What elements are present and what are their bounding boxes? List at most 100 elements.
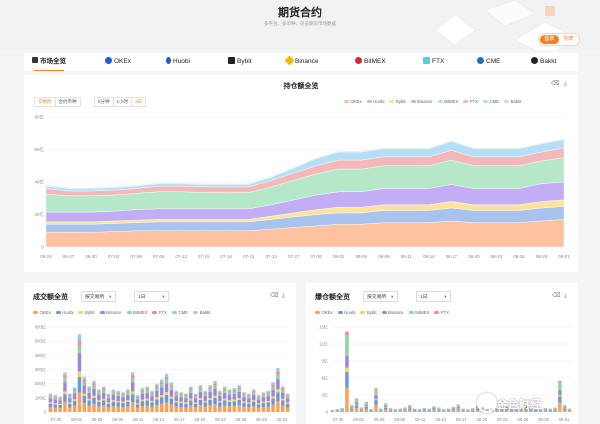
chart-view-button[interactable]: 图表 [540, 35, 559, 44]
bar-segment [247, 395, 251, 397]
open-interest-area-chart: 0 20亿 40亿 60亿 80亿 06-24 06-27 06-30 07-03 07-06 07… [34, 114, 570, 260]
legend-item[interactable]: BitMEX [408, 310, 429, 315]
bar-segment [159, 397, 164, 404]
bar-segment [130, 372, 135, 374]
legend-item[interactable]: FTX [152, 310, 167, 315]
legend-item[interactable]: Binance [381, 310, 404, 315]
bar-segment [53, 399, 58, 404]
bar-segment [543, 409, 548, 410]
legend-item[interactable]: OKEx [33, 310, 51, 315]
bar-segment [169, 384, 174, 387]
bar-segment [203, 392, 208, 394]
bar-segment [388, 410, 393, 412]
group-by-exchange[interactable]: 交易所 [35, 98, 56, 106]
bar-segment [354, 402, 359, 405]
bar-segment [509, 410, 514, 411]
ftx-icon [423, 56, 430, 64]
legend-item[interactable]: FTX [434, 310, 449, 315]
bar-segment [345, 335, 349, 356]
bar-segment [276, 374, 280, 380]
x-tick-label: 07-30 [311, 254, 323, 259]
bar-segment [408, 409, 412, 412]
bar-segment [48, 403, 53, 408]
legend-item[interactable]: Binance [99, 310, 122, 315]
interval-select[interactable]: 1日 ▼ [134, 291, 170, 302]
legend-item[interactable]: Bybit [360, 310, 377, 315]
legend-item[interactable]: CME [483, 99, 499, 104]
bar-segment [53, 407, 58, 412]
tab-bybit[interactable]: Bybit [228, 53, 251, 71]
bar-segment [364, 406, 369, 409]
delete-icon[interactable]: ⌫ [552, 293, 561, 299]
group-by-coin[interactable]: 合约币种 [58, 99, 77, 104]
bar-segment [543, 410, 548, 411]
bar-segment [543, 408, 548, 410]
legend-item[interactable]: Huobi [337, 310, 355, 315]
legend-item[interactable]: FTX [463, 99, 478, 104]
bar-segment [82, 377, 87, 380]
tab-market-overview[interactable]: 市场全览 [32, 53, 66, 71]
bar-segment [121, 392, 125, 394]
bar-segment [164, 374, 169, 377]
bar-segment [68, 407, 72, 412]
bar-segment [193, 402, 198, 404]
bar-segment [280, 405, 285, 412]
bar-segment [280, 388, 285, 391]
bar-segment [72, 393, 77, 400]
cme-icon [477, 56, 484, 64]
interval-5m[interactable]: 5分钟 [95, 98, 114, 106]
tab-bakkt[interactable]: Bakkt [531, 53, 556, 71]
tab-huobi[interactable]: Huobi [166, 53, 190, 71]
legend-item[interactable]: Bakkt [193, 310, 210, 315]
download-icon[interactable]: ⤓ [564, 293, 567, 299]
download-icon[interactable]: ⤓ [564, 81, 567, 87]
view-toggle[interactable]: 图表 列表 [538, 33, 580, 46]
legend-item[interactable]: Bakkt [504, 99, 521, 104]
bar-segment [87, 388, 91, 391]
bar-segment [261, 393, 266, 396]
interval-1h[interactable]: 1小时 [114, 98, 133, 106]
legend-label: Bybit [84, 310, 95, 315]
delete-icon[interactable]: ⌫ [551, 81, 560, 87]
exchange-select[interactable]: 按交易所 ▼ [81, 291, 117, 302]
legend-item[interactable]: Huobi [366, 99, 384, 104]
bar-segment [150, 391, 154, 393]
y-tick-label: 300亿 [35, 366, 46, 373]
bar-segment [471, 408, 475, 410]
legend-item[interactable]: OKEx [344, 99, 362, 104]
bar-segment [126, 392, 130, 395]
bar-segment [354, 398, 359, 400]
bar-segment [247, 402, 251, 404]
bar-segment [247, 403, 251, 408]
download-icon[interactable]: ⤓ [282, 293, 285, 299]
tab-cme[interactable]: CME [477, 53, 500, 71]
legend-item[interactable]: BitMEX [437, 99, 458, 104]
bar-segment [495, 410, 499, 412]
tab-okex[interactable]: OKEx [105, 53, 131, 71]
tab-ftx[interactable]: FTX [423, 53, 444, 71]
tab-bitmex[interactable]: BitMEX [355, 53, 386, 71]
watermark-logo-icon [477, 393, 497, 413]
bar-segment [184, 398, 188, 403]
bar-segment [345, 387, 349, 412]
bar-segment [179, 403, 183, 408]
bar-segment [126, 395, 130, 401]
bar-segment [97, 395, 101, 401]
legend-item[interactable]: Huobi [55, 310, 73, 315]
y-tick-label: 400亿 [35, 352, 46, 359]
list-view-button[interactable]: 列表 [563, 36, 574, 42]
legend-item[interactable]: BitMEX [126, 310, 147, 315]
exchange-select[interactable]: 按交易所 ▼ [363, 291, 399, 302]
interval-select[interactable]: 1日 ▼ [416, 291, 452, 302]
interval-1d[interactable]: 1日 [135, 99, 143, 104]
delete-icon[interactable]: ⌫ [270, 293, 279, 299]
bar-segment [184, 395, 188, 397]
legend-label: OKEx [350, 99, 362, 104]
tab-binance[interactable]: Binance [284, 53, 319, 71]
legend-item[interactable]: CME [172, 310, 188, 315]
legend-item[interactable]: Bybit [78, 310, 95, 315]
legend-item[interactable]: Bybit [389, 99, 406, 104]
bar-segment [456, 409, 461, 412]
legend-item[interactable]: Binance [410, 99, 433, 104]
legend-item[interactable]: OKEx [315, 310, 333, 315]
